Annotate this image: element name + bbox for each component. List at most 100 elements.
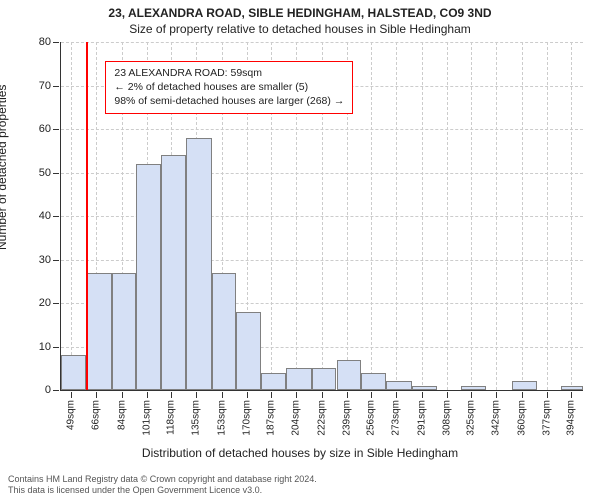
histogram-bar xyxy=(386,381,412,390)
y-tick-label: 10 xyxy=(39,341,51,353)
y-tick-label: 60 xyxy=(39,123,51,135)
reference-line xyxy=(86,42,88,390)
x-tick xyxy=(396,392,397,398)
x-tick xyxy=(147,392,148,398)
x-tick xyxy=(496,392,497,398)
x-tick xyxy=(247,392,248,398)
histogram-bar xyxy=(86,273,112,390)
y-tick-label: 0 xyxy=(45,384,51,396)
gridline-v xyxy=(547,42,548,390)
x-tick-label: 291sqm xyxy=(417,400,428,436)
x-tick-label: 256sqm xyxy=(366,400,377,436)
x-tick xyxy=(447,392,448,398)
plot-area: 0102030405060708049sqm66sqm84sqm101sqm11… xyxy=(60,42,583,391)
x-tick-label: 170sqm xyxy=(241,400,252,436)
y-tick xyxy=(53,216,59,217)
x-tick xyxy=(471,392,472,398)
x-tick xyxy=(196,392,197,398)
x-tick xyxy=(371,392,372,398)
gridline-v xyxy=(447,42,448,390)
histogram-bar xyxy=(261,373,286,390)
histogram-bar xyxy=(461,386,486,390)
x-tick xyxy=(122,392,123,398)
annotation-line: 23 ALEXANDRA ROAD: 59sqm xyxy=(114,66,344,80)
chart-title-line2: Size of property relative to detached ho… xyxy=(0,22,600,36)
y-tick xyxy=(53,42,59,43)
annotation-line: 98% of semi-detached houses are larger (… xyxy=(114,94,344,108)
y-tick-label: 40 xyxy=(39,210,51,222)
x-tick-label: 273sqm xyxy=(390,400,401,436)
x-tick-label: 153sqm xyxy=(216,400,227,436)
annotation-line: ← 2% of detached houses are smaller (5) xyxy=(114,80,344,94)
histogram-bar xyxy=(212,273,237,390)
gridline-v xyxy=(396,42,397,390)
footer-line2: This data is licensed under the Open Gov… xyxy=(8,485,262,495)
histogram-bar xyxy=(561,386,583,390)
x-tick xyxy=(347,392,348,398)
x-tick xyxy=(422,392,423,398)
histogram-bar xyxy=(337,360,362,390)
annotation-box: 23 ALEXANDRA ROAD: 59sqm← 2% of detached… xyxy=(105,61,353,114)
x-tick xyxy=(71,392,72,398)
histogram-bar xyxy=(186,138,212,390)
histogram-bar xyxy=(361,373,386,390)
x-tick xyxy=(547,392,548,398)
histogram-bar xyxy=(161,155,186,390)
histogram-bar xyxy=(286,368,312,390)
x-tick xyxy=(171,392,172,398)
y-tick xyxy=(53,390,59,391)
y-tick xyxy=(53,303,59,304)
x-tick-label: 84sqm xyxy=(116,400,127,430)
x-tick-label: 101sqm xyxy=(141,400,152,436)
x-tick-label: 49sqm xyxy=(66,400,77,430)
gridline-v xyxy=(422,42,423,390)
x-tick-label: 342sqm xyxy=(491,400,502,436)
histogram-bar xyxy=(236,312,261,390)
y-tick xyxy=(53,347,59,348)
x-tick xyxy=(522,392,523,398)
footer-line1: Contains HM Land Registry data © Crown c… xyxy=(8,474,317,484)
x-tick xyxy=(322,392,323,398)
x-tick xyxy=(271,392,272,398)
x-tick-label: 394sqm xyxy=(566,400,577,436)
y-axis-label: Number of detached properties xyxy=(0,85,9,250)
x-tick-label: 204sqm xyxy=(290,400,301,436)
y-tick xyxy=(53,173,59,174)
y-tick xyxy=(53,129,59,130)
y-tick xyxy=(53,260,59,261)
histogram-bar xyxy=(512,381,537,390)
x-tick xyxy=(96,392,97,398)
gridline-v xyxy=(71,42,72,390)
histogram-bar xyxy=(112,273,137,390)
gridline-v xyxy=(496,42,497,390)
histogram-bar xyxy=(312,368,337,390)
y-tick-label: 70 xyxy=(39,80,51,92)
gridline-v xyxy=(371,42,372,390)
histogram-bar xyxy=(136,164,161,390)
y-tick-label: 30 xyxy=(39,254,51,266)
chart-container: 23, ALEXANDRA ROAD, SIBLE HEDINGHAM, HAL… xyxy=(0,0,600,500)
gridline-v xyxy=(571,42,572,390)
x-axis-label: Distribution of detached houses by size … xyxy=(0,446,600,460)
y-tick-label: 80 xyxy=(39,36,51,48)
gridline-v xyxy=(522,42,523,390)
x-tick xyxy=(296,392,297,398)
x-tick-label: 377sqm xyxy=(541,400,552,436)
histogram-bar xyxy=(61,355,86,390)
gridline-v xyxy=(471,42,472,390)
histogram-bar xyxy=(412,386,437,390)
x-tick-label: 325sqm xyxy=(466,400,477,436)
footer-attribution: Contains HM Land Registry data © Crown c… xyxy=(8,474,592,497)
chart-title-line1: 23, ALEXANDRA ROAD, SIBLE HEDINGHAM, HAL… xyxy=(0,6,600,20)
y-tick-label: 20 xyxy=(39,297,51,309)
x-tick-label: 118sqm xyxy=(166,400,177,435)
x-tick xyxy=(571,392,572,398)
x-tick-label: 308sqm xyxy=(441,400,452,436)
x-tick-label: 222sqm xyxy=(317,400,328,436)
x-tick-label: 66sqm xyxy=(90,400,101,430)
x-tick-label: 135sqm xyxy=(190,400,201,436)
x-tick-label: 239sqm xyxy=(341,400,352,436)
y-tick-label: 50 xyxy=(39,167,51,179)
y-tick xyxy=(53,86,59,87)
x-tick-label: 187sqm xyxy=(266,400,277,436)
